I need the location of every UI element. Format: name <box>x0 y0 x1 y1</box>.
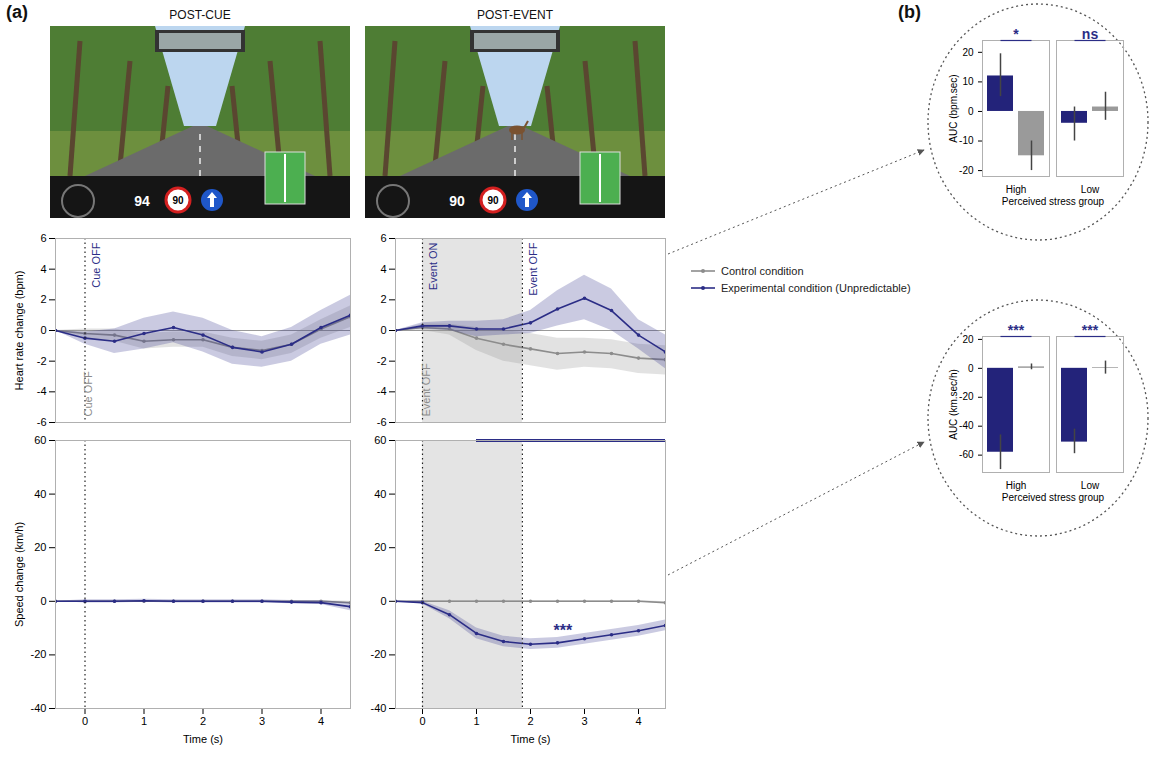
svg-text:AUC (bpm.sec): AUC (bpm.sec) <box>948 74 959 142</box>
svg-text:2: 2 <box>200 715 206 727</box>
svg-text:Perceived stress group: Perceived stress group <box>1002 196 1105 207</box>
svg-text:0: 0 <box>380 595 386 607</box>
svg-text:2: 2 <box>40 293 46 305</box>
svg-text:*: * <box>1013 26 1019 42</box>
svg-text:Event OFF: Event OFF <box>420 363 432 416</box>
svg-text:4: 4 <box>635 715 641 727</box>
svg-text:AUC (km.sec/h): AUC (km.sec/h) <box>948 369 959 440</box>
html-text:Experimental condition (Unpred: Experimental condition (Unpredictable) <box>721 281 911 294</box>
svg-text:Time (s): Time (s) <box>511 733 551 745</box>
svg-text:-6: -6 <box>37 416 47 428</box>
svg-text:40: 40 <box>34 488 46 500</box>
svg-text:***: *** <box>1008 322 1025 338</box>
svg-text:6: 6 <box>40 232 46 244</box>
html-text:POST-CUE: POST-CUE <box>169 8 231 22</box>
svg-text:Cue OFF: Cue OFF <box>90 242 102 288</box>
svg-text:-6: -6 <box>377 416 387 428</box>
svg-text:0: 0 <box>82 715 88 727</box>
svg-text:0: 0 <box>968 363 974 374</box>
svg-text:-2: -2 <box>377 355 387 367</box>
svg-text:10: 10 <box>962 76 974 87</box>
svg-text:2: 2 <box>527 715 533 727</box>
html-text:(b): (b) <box>898 2 921 22</box>
svg-text:4: 4 <box>318 715 324 727</box>
html-text:Control condition: Control condition <box>721 264 804 277</box>
svg-text:***: *** <box>1082 322 1099 338</box>
svg-text:Low: Low <box>1081 184 1100 195</box>
svg-text:***: *** <box>554 622 573 639</box>
svg-text:6: 6 <box>380 232 386 244</box>
svg-text:20: 20 <box>374 541 386 553</box>
svg-text:-20: -20 <box>371 648 387 660</box>
svg-text:Cue OFF: Cue OFF <box>82 371 94 417</box>
svg-text:ns: ns <box>1082 26 1099 42</box>
svg-text:-2: -2 <box>37 355 47 367</box>
svg-text:Perceived stress group: Perceived stress group <box>1002 492 1105 503</box>
svg-text:20: 20 <box>34 541 46 553</box>
svg-text:3: 3 <box>581 715 587 727</box>
svg-text:90: 90 <box>172 195 184 206</box>
svg-text:-40: -40 <box>371 702 387 714</box>
svg-text:Heart rate change (bpm): Heart rate change (bpm) <box>13 271 25 391</box>
svg-text:0: 0 <box>419 715 425 727</box>
svg-text:60: 60 <box>374 434 386 446</box>
svg-text:High: High <box>1006 480 1027 491</box>
svg-text:-4: -4 <box>377 385 387 397</box>
svg-text:-10: -10 <box>959 135 974 146</box>
svg-text:Speed change (km/h): Speed change (km/h) <box>13 522 25 627</box>
svg-text:-40: -40 <box>31 702 47 714</box>
html-text:(a): (a) <box>6 2 28 22</box>
svg-text:94: 94 <box>134 193 150 209</box>
svg-text:-4: -4 <box>37 385 47 397</box>
svg-text:60: 60 <box>34 434 46 446</box>
svg-text:-20: -20 <box>959 391 974 402</box>
svg-text:3: 3 <box>259 715 265 727</box>
svg-text:-20: -20 <box>31 648 47 660</box>
svg-text:-20: -20 <box>959 165 974 176</box>
svg-text:2: 2 <box>380 293 386 305</box>
html-text:POST-EVENT: POST-EVENT <box>477 8 553 22</box>
svg-text:0: 0 <box>968 106 974 117</box>
svg-text:-40: -40 <box>959 420 974 431</box>
svg-text:0: 0 <box>40 324 46 336</box>
svg-text:High: High <box>1006 184 1027 195</box>
svg-text:Time (s): Time (s) <box>183 733 223 745</box>
svg-text:4: 4 <box>380 263 386 275</box>
svg-text:-60: -60 <box>959 449 974 460</box>
svg-text:Event OFF: Event OFF <box>527 242 539 295</box>
svg-text:20: 20 <box>962 334 974 345</box>
svg-text:Low: Low <box>1081 480 1100 491</box>
svg-text:4: 4 <box>40 263 46 275</box>
svg-text:Event ON: Event ON <box>427 242 439 290</box>
svg-text:90: 90 <box>449 193 465 209</box>
svg-text:40: 40 <box>374 488 386 500</box>
svg-text:1: 1 <box>141 715 147 727</box>
svg-text:20: 20 <box>962 47 974 58</box>
svg-text:90: 90 <box>487 195 499 206</box>
svg-text:0: 0 <box>40 595 46 607</box>
svg-text:0: 0 <box>380 324 386 336</box>
svg-text:1: 1 <box>473 715 479 727</box>
